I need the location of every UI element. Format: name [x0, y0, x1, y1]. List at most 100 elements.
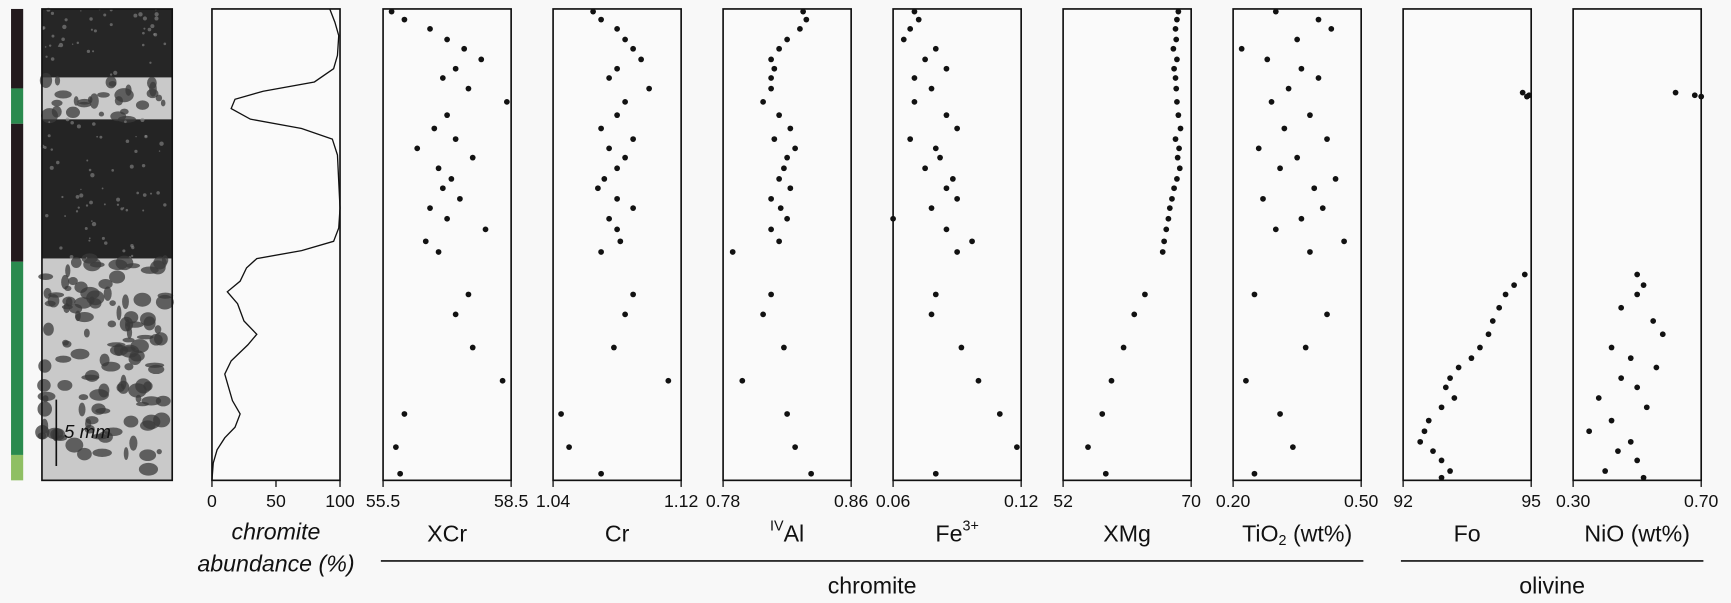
photo-grain — [44, 300, 56, 307]
axis-label-part: Al — [784, 521, 805, 547]
abundance-line — [211, 8, 341, 481]
data-point — [469, 344, 476, 351]
photo-speck — [163, 42, 167, 46]
photo-grain — [109, 270, 126, 284]
data-point — [797, 25, 803, 32]
data-point — [435, 165, 442, 172]
photo-grain — [89, 389, 109, 401]
panel-frame — [552, 8, 682, 482]
panel-frame — [1572, 8, 1703, 482]
photo-speck — [92, 50, 95, 53]
data-point — [1653, 364, 1660, 371]
data-point — [1659, 331, 1666, 338]
x-tick-label: 95 — [1521, 491, 1541, 511]
photo-speck — [56, 160, 60, 165]
photo-grain — [98, 279, 113, 290]
photo-speck — [59, 246, 63, 250]
data-point — [1099, 411, 1106, 417]
data-point — [1315, 16, 1322, 23]
axis-label: IVAl — [770, 519, 804, 547]
data-point — [1260, 195, 1266, 202]
photo-grain — [105, 76, 117, 89]
data-point — [1524, 93, 1530, 100]
x-tick-label: 1.12 — [664, 491, 698, 511]
data-point — [771, 136, 778, 142]
data-point — [614, 165, 620, 172]
photo-grain — [62, 296, 76, 306]
data-point — [1447, 375, 1453, 381]
photo-speck — [159, 141, 164, 146]
photo-grain — [70, 256, 82, 268]
photo-grain — [140, 266, 159, 274]
data-point — [1102, 470, 1109, 477]
data-point — [614, 195, 620, 202]
photo-speck — [77, 206, 80, 209]
data-point — [768, 291, 774, 298]
photo-speck — [142, 209, 145, 212]
x-tick-label: 0.70 — [1684, 491, 1719, 511]
data-point — [768, 195, 774, 202]
axis-label-part: XCr — [427, 521, 467, 547]
x-tick-label: 70 — [1181, 491, 1201, 511]
photo-grain — [146, 88, 159, 99]
data-point — [1307, 249, 1313, 255]
strip-bottom — [11, 454, 24, 481]
data-point — [622, 154, 628, 161]
axis-label: NiO (wt%) — [1584, 521, 1690, 547]
photo-speck — [45, 213, 49, 218]
photo-grain — [76, 101, 92, 108]
photo-speck — [156, 191, 160, 195]
photo-grain — [135, 378, 152, 394]
photo-speck — [99, 135, 103, 139]
photo-grain — [154, 325, 162, 334]
photo-speck — [88, 239, 91, 242]
data-point — [558, 411, 564, 417]
data-point — [622, 99, 628, 105]
panel-frame — [1232, 8, 1363, 482]
photo-grain — [89, 296, 95, 305]
photo-speck — [120, 207, 124, 211]
data-point — [954, 125, 960, 132]
data-point — [465, 85, 472, 92]
data-point — [1311, 185, 1318, 192]
photo-grain — [61, 304, 73, 310]
photo-speck — [154, 16, 159, 21]
photo-grain — [120, 108, 129, 115]
photo-dark-band — [41, 119, 173, 259]
photo-speck — [64, 18, 68, 22]
photo-grain — [122, 337, 135, 343]
data-point — [1341, 238, 1347, 245]
data-point — [729, 249, 736, 255]
data-point — [444, 36, 450, 43]
data-point — [646, 85, 652, 92]
data-point — [606, 145, 612, 152]
data-point — [1602, 468, 1609, 474]
photo-grain — [39, 72, 53, 88]
photo-grain — [126, 263, 141, 269]
x-tick-label: 92 — [1393, 491, 1413, 511]
x-tick-label: 0.86 — [834, 491, 869, 511]
photo-speck — [79, 193, 84, 198]
data-point — [1451, 395, 1458, 401]
photo-speck — [50, 11, 55, 15]
data-point — [1328, 25, 1335, 32]
photo-grain — [110, 344, 129, 356]
photo-speck — [109, 23, 113, 27]
data-point — [638, 56, 644, 63]
axis-label-part: Cr — [605, 521, 630, 547]
photo-speck — [75, 210, 79, 213]
data-point — [452, 65, 459, 72]
photo-speck — [93, 29, 97, 33]
data-point — [566, 444, 572, 451]
photo-grain — [74, 281, 88, 293]
photo-grain — [123, 447, 129, 460]
photo-speck — [104, 241, 108, 245]
data-point — [922, 56, 928, 63]
data-point — [452, 136, 459, 142]
panel-frame — [722, 8, 852, 482]
data-point — [1174, 99, 1180, 105]
data-point — [954, 195, 960, 202]
data-point — [1277, 165, 1283, 172]
data-point — [1627, 355, 1634, 362]
data-point — [768, 75, 774, 81]
